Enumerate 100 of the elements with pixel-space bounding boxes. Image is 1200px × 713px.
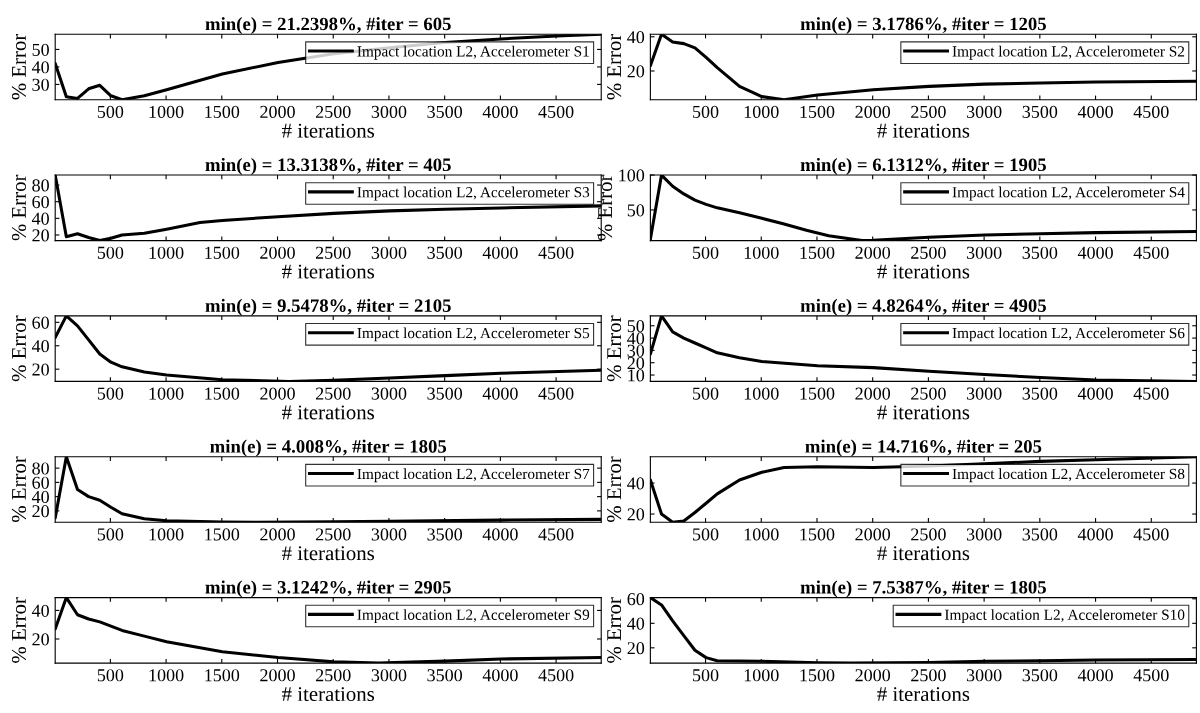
x-tick-label: 2500	[315, 105, 351, 118]
chart-title: min(e) = 13.3138%, #iter = 405	[205, 157, 451, 175]
y-tick-label: 40	[31, 490, 49, 504]
chart-title: min(e) = 7.5387%, #iter = 1805	[800, 580, 1046, 598]
x-tick-label: 4500	[538, 246, 574, 259]
y-tick-label: 40	[627, 332, 645, 345]
x-tick-label: 2000	[855, 246, 891, 259]
x-tick-label: 3500	[427, 105, 463, 118]
y-axis-title: % Error	[607, 315, 622, 382]
x-tick-label: 2500	[315, 246, 351, 259]
x-tick-label: 4500	[1133, 669, 1169, 682]
x-tick-label: 3000	[371, 528, 407, 541]
legend-label: Impact location L2, Accelerometer S4	[952, 186, 1185, 201]
chart-title: min(e) = 4.8264%, #iter = 4905	[800, 298, 1046, 316]
x-tick-label: 3500	[427, 528, 463, 541]
x-tick-label: 1000	[149, 387, 184, 400]
y-tick-label: 80	[32, 179, 49, 192]
legend-label: Impact location L2, Accelerometer S5	[357, 327, 590, 342]
line-series	[55, 315, 602, 382]
legend-label: Impact location L2, Accelerometer S10	[944, 609, 1185, 623]
x-axis-title: # iterations	[877, 264, 970, 279]
x-tick-label: 2500	[911, 105, 946, 118]
x-tick-label: 3000	[966, 669, 1002, 682]
x-tick-label: 3000	[371, 246, 407, 259]
x-tick-label: 3500	[1022, 246, 1058, 259]
x-tick-label: 1000	[744, 246, 779, 259]
x-tick-label: 1000	[744, 387, 779, 400]
x-tick-label: 500	[97, 246, 124, 259]
y-tick-label: 50	[627, 320, 645, 333]
y-tick-label: 20	[32, 633, 49, 646]
line-series	[55, 597, 602, 664]
x-tick-label: 2500	[911, 669, 946, 682]
chart-title: min(e) = 4.008%, #iter = 1805	[210, 439, 447, 457]
legend-label: Impact location L2, Accelerometer S6	[952, 327, 1185, 342]
x-tick-label: 2500	[911, 246, 946, 259]
x-tick-label: 4000	[1077, 246, 1113, 259]
y-tick-label: 20	[627, 642, 645, 655]
y-axis-title: % Error	[607, 33, 622, 100]
y-tick-label: 60	[32, 316, 49, 329]
x-tick-label: 4500	[1133, 105, 1169, 118]
x-tick-label: 2000	[260, 105, 295, 118]
x-tick-label: 1500	[205, 246, 240, 259]
x-tick-label: 500	[693, 387, 719, 400]
x-tick-label: 1000	[149, 528, 184, 541]
x-tick-label: 2000	[855, 669, 891, 682]
x-tick-label: 4000	[482, 246, 518, 259]
x-axis-title: # iterations	[877, 687, 970, 702]
x-tick-label: 4000	[482, 387, 518, 400]
x-tick-label: 2000	[855, 105, 891, 118]
x-tick-label: 4500	[538, 669, 574, 682]
x-tick-label: 2000	[855, 528, 891, 541]
y-tick-label: 30	[32, 78, 49, 91]
chart-title: min(e) = 9.5478%, #iter = 2105	[205, 298, 451, 316]
legend-label: Impact location L2, Accelerometer S3	[357, 186, 590, 201]
x-tick-label: 4000	[482, 669, 518, 682]
x-tick-label: 3500	[1022, 105, 1058, 118]
y-tick-label: 40	[31, 604, 49, 617]
x-tick-label: 4500	[1133, 387, 1169, 400]
x-tick-label: 4000	[482, 528, 518, 541]
line-series	[650, 34, 1197, 100]
x-tick-label: 3500	[427, 387, 463, 400]
x-axis-title: # iterations	[877, 405, 970, 420]
x-tick-label: 1000	[149, 246, 184, 259]
y-axis-title: % Error	[607, 597, 622, 663]
x-tick-label: 2500	[315, 528, 351, 541]
x-tick-label: 500	[693, 528, 719, 541]
chart-title: min(e) = 3.1786%, #iter = 1205	[800, 17, 1046, 35]
x-tick-label: 1000	[744, 105, 779, 118]
x-tick-label: 4500	[1133, 246, 1169, 259]
x-tick-label: 4000	[1077, 528, 1113, 541]
x-tick-label: 3500	[427, 669, 463, 682]
x-tick-label: 500	[97, 669, 124, 682]
x-tick-label: 4500	[538, 387, 574, 400]
y-tick-label: 60	[32, 195, 49, 209]
x-tick-label: 1500	[205, 387, 240, 400]
x-tick-label: 1000	[744, 669, 779, 682]
x-tick-label: 3000	[371, 105, 407, 118]
x-tick-label: 3000	[371, 669, 407, 682]
x-tick-label: 1500	[205, 669, 240, 682]
y-axis-title: % Error	[607, 456, 622, 523]
y-tick-label: 50	[32, 43, 49, 56]
x-tick-label: 500	[693, 246, 719, 259]
x-tick-label: 1500	[205, 105, 240, 118]
x-tick-label: 4000	[1077, 387, 1113, 400]
y-tick-label: 40	[31, 340, 49, 353]
chart-title: min(e) = 3.1242%, #iter = 2905	[205, 580, 451, 598]
x-tick-label: 1500	[800, 105, 835, 118]
x-tick-label: 2500	[911, 528, 946, 541]
y-tick-label: 60	[627, 593, 645, 606]
x-axis-title: # iterations	[282, 687, 375, 702]
x-tick-label: 1500	[800, 246, 835, 259]
x-tick-label: 4500	[1133, 528, 1169, 541]
x-tick-label: 3000	[966, 105, 1002, 118]
y-tick-label: 50	[627, 204, 645, 217]
x-tick-label: 1500	[800, 669, 835, 682]
x-axis-title: # iterations	[877, 546, 970, 561]
x-axis-title: # iterations	[282, 264, 375, 279]
x-tick-label: 1000	[744, 528, 779, 541]
y-tick-label: 40	[627, 617, 645, 630]
x-tick-label: 4500	[538, 528, 574, 541]
